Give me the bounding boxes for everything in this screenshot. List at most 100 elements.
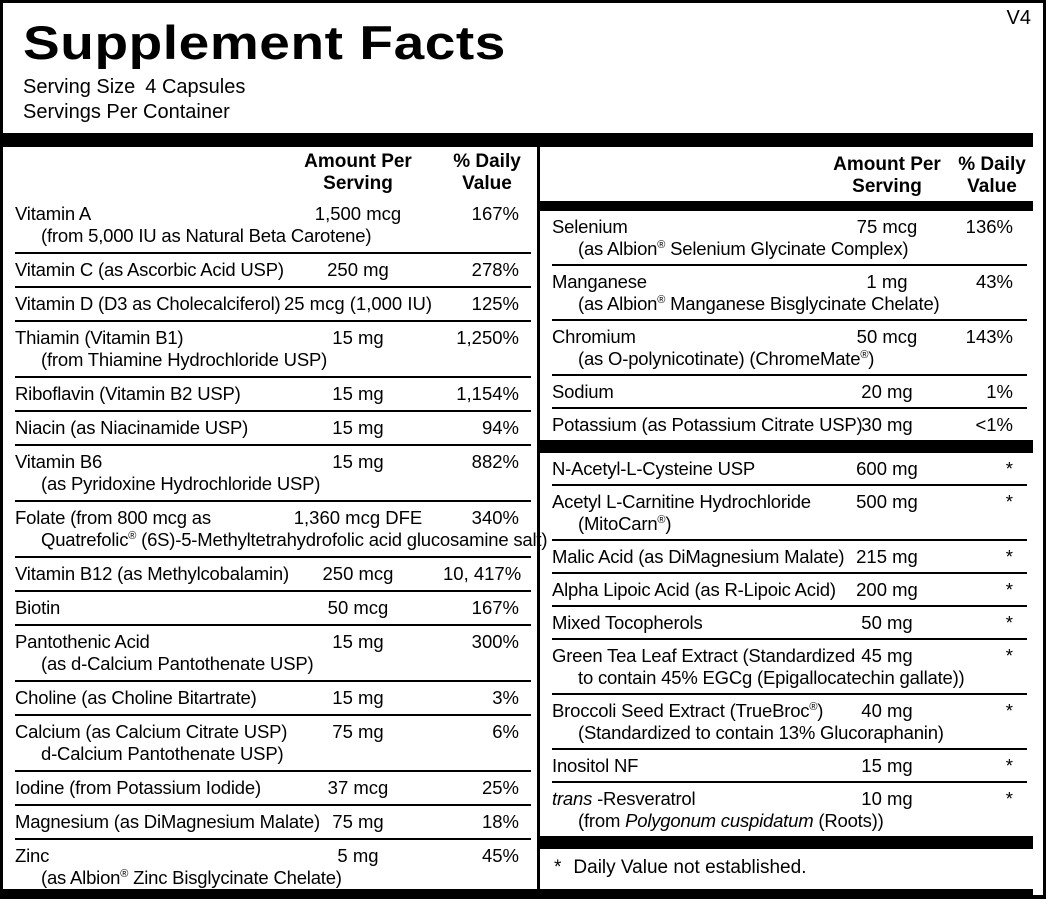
nutrient-daily-value: 25% [481,777,519,798]
nutrient-row: Thiamin (Vitamin B1) 15 mg 1,250% (from Thi… [15,322,531,378]
nutrient-row: Mixed Tocopherols 50 mg * [552,607,1027,640]
nutrient-amount: 15 mg [332,631,384,652]
nutrient-daily-value: 300% [471,631,519,652]
nutrient-row: Choline (as Choline Bitartrate) 15 mg 3% [15,682,531,716]
nutrient-source-note: Quatrefolic® (6S)-5-Methyltetrahydrofoli… [41,529,548,550]
nutrient-source-note: (from 5,000 IU as Natural Beta Carotene) [41,225,372,246]
left-amount-header: Amount Per Serving [273,151,443,195]
nutrient-daily-value: * [1005,458,1013,479]
nutrient-amount: 50 mg [861,612,913,633]
nutrient-name: Calcium (as Calcium Citrate USP) [15,721,288,742]
daily-value-footnote: * Daily Value not established. [540,849,1033,879]
nutrient-row: Inositol NF 15 mg * [552,750,1027,783]
label-inner: V4 Supplement Facts Serving Size 4 Capsul… [3,3,1043,895]
nutrient-amount: 30 mg [861,414,913,435]
nutrient-name: Manganese [552,271,647,292]
left-column: Amount Per Serving % Daily Value Vitamin… [3,147,548,895]
nutrient-name: Biotin [15,597,61,618]
nutrient-amount: 600 mg [856,458,918,479]
nutrient-amount: 15 mg [861,755,913,776]
nutrient-row: N-Acetyl-L-Cysteine USP 600 mg * [552,453,1027,486]
left-dv-header: % Daily Value [443,151,531,195]
footnote-divider-bar [540,836,1033,849]
nutrient-source-note: (as d-Calcium Pantothenate USP) [41,653,314,674]
nutrient-daily-value: 167% [471,597,519,618]
nutrient-name: Thiamin (Vitamin B1) [15,327,184,348]
nutrient-name: Vitamin D (D3 as Cholecalciferol) [15,293,281,314]
nutrient-daily-value: 167% [471,203,519,224]
nutrient-row: Acetyl L-Carnitine Hydrochloride 500 mg * (… [552,486,1027,541]
nutrient-row: Chromium 50 mcg 143% (as O-polynicotinate) … [552,321,1027,376]
nutrient-row: Iodine (from Potassium Iodide) 37 mcg 25% [15,772,531,806]
nutrient-row: Folate (from 800 mcg as 1,360 mcg DFE 340%… [15,502,548,558]
right-column-header: Amount Per Serving % Daily Value [540,147,1033,201]
nutrient-daily-value: 136% [965,216,1013,237]
nutrient-amount: 37 mcg [327,777,389,798]
bottom-divider-bar [3,889,1033,895]
nutrient-row: Malic Acid (as DiMagnesium Malate) 215 mg… [552,541,1027,574]
nutrient-daily-value: * [1005,579,1013,600]
top-divider-bar [3,133,1033,147]
nutrient-row: Vitamin C (as Ascorbic Acid USP) 250 mg 27… [15,254,531,288]
nutrient-name: Green Tea Leaf Extract (Standardized [552,645,856,666]
right-mineral-rows: Selenium 75 mcg 136% (as Albion® Selenium G… [540,211,1033,440]
nutrient-daily-value: * [1005,546,1013,567]
nutrient-name: Riboflavin (Vitamin B2 USP) [15,383,241,404]
nutrient-name: Acetyl L-Carnitine Hydrochloride [552,491,811,512]
nutrient-amount: 1 mg [866,271,908,292]
nutrient-daily-value: <1% [975,414,1013,435]
nutrient-amount: 5 mg [337,845,379,866]
nutrient-daily-value: * [1005,645,1013,666]
nutrient-row: Pantothenic Acid 15 mg 300% (as d-Calcium P… [15,626,531,682]
nutrient-daily-value: 278% [471,259,519,280]
nutrient-name: Magnesium (as DiMagnesium Malate) [15,811,320,832]
nutrient-source-note: d-Calcium Pantothenate USP) [41,743,284,764]
right-dv-header: % Daily Value [957,154,1027,198]
nutrient-row: Niacin (as Niacinamide USP) 15 mg 94% [15,412,531,446]
nutrient-name: Selenium [552,216,628,237]
nutrient-source-note: (as Albion® Zinc Bisglycinate Chelate) [41,867,342,888]
nutrient-amount: 15 mg [332,687,384,708]
nutrient-name: Zinc [15,845,50,866]
section-divider-bar [540,440,1033,453]
nutrient-amount: 75 mcg [856,216,918,237]
nutrient-daily-value: 1,250% [456,327,519,348]
nutrient-amount: 45 mg [861,645,913,666]
left-nutrient-rows: Vitamin A 1,500 mcg 167% (from 5,000 IU as … [3,198,548,895]
nutrient-amount: 215 mg [856,546,918,567]
nutrient-source-note: (from Polygonum cuspidatum (Roots)) [578,810,884,831]
nutrient-amount: 500 mg [856,491,918,512]
nutrient-daily-value: 882% [471,451,519,472]
dv-header-line2: Value [462,173,512,194]
nutrient-daily-value: 143% [965,326,1013,347]
nutrient-name: Potassium (as Potassium Citrate USP) [552,414,863,435]
amount-header-line2: Serving [852,176,922,197]
nutrient-amount: 25 mcg (1,000 IU) [283,293,433,314]
nutrient-source-note: to contain 45% EGCg (Epigallocatechin ga… [578,667,965,688]
nutrient-amount: 75 mg [332,721,384,742]
servings-per-container-line: Servings Per Container [23,101,230,123]
nutrient-name: Vitamin B6 [15,451,103,472]
dv-header-line2: Value [967,176,1017,197]
nutrient-name: N-Acetyl-L-Cysteine USP [552,458,756,479]
nutrient-amount: 15 mg [332,327,384,348]
nutrient-daily-value: 3% [492,687,519,708]
right-amount-header: Amount Per Serving [817,154,957,198]
nutrient-daily-value: * [1005,700,1013,721]
nutrient-name: Niacin (as Niacinamide USP) [15,417,249,438]
nutrient-daily-value: 1,154% [456,383,519,404]
nutrient-name: Vitamin B12 (as Methylcobalamin) [15,563,289,584]
nutrient-amount: 250 mcg [322,563,394,584]
right-column: Amount Per Serving % Daily Value Seleniu… [537,147,1033,889]
nutrient-amount: 50 mcg [327,597,389,618]
nutrient-name: Folate (from 800 mcg as [15,507,211,528]
nutrient-daily-value: 43% [975,271,1013,292]
nutrient-row: Broccoli Seed Extract (TrueBroc®) 40 mg * (… [552,695,1027,750]
nutrient-row: Zinc 5 mg 45% (as Albion® Zinc Bisglycinate… [15,840,531,895]
nutrient-amount: 10 mg [861,788,913,809]
nutrient-row: Magnesium (as DiMagnesium Malate) 75 mg 18… [15,806,531,840]
nutrient-name: Inositol NF [552,755,639,776]
label-header-section: V4 Supplement Facts Serving Size 4 Capsul… [3,3,1033,125]
amount-header-line2: Serving [323,173,393,194]
